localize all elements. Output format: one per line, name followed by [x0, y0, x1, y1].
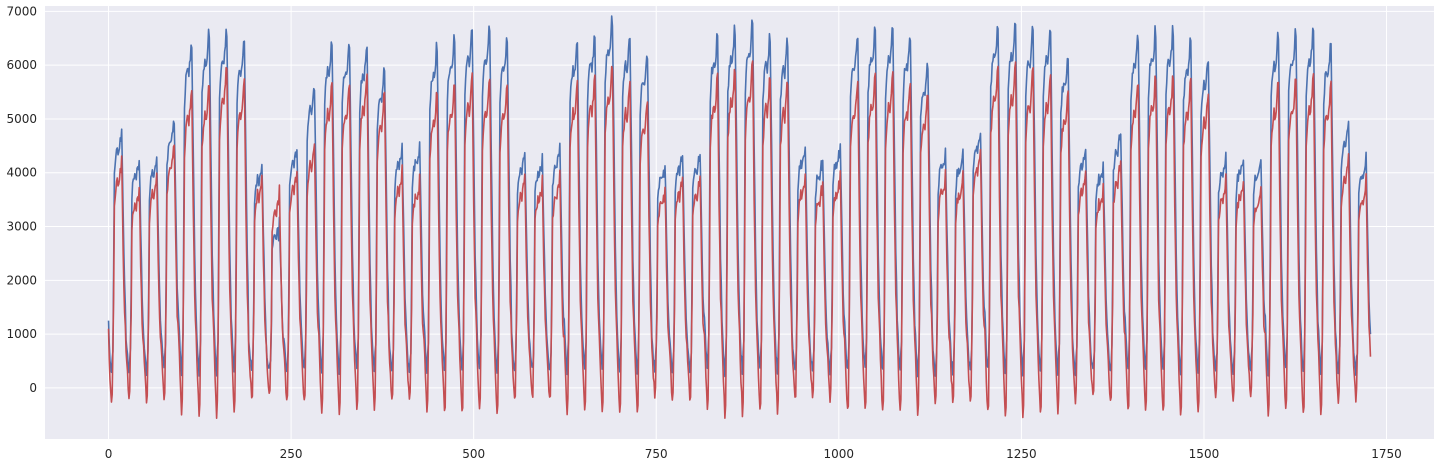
x-tick-label: 750	[645, 447, 668, 461]
y-tick-label: 6000	[6, 58, 37, 72]
x-tick-label: 250	[280, 447, 303, 461]
x-tick-label: 0	[105, 447, 113, 461]
x-axis-ticks: 0 250 500 750 1000 1250 1500 1750	[105, 447, 1402, 461]
plot-background	[45, 6, 1434, 439]
x-tick-label: 1750	[1371, 447, 1402, 461]
x-tick-label: 500	[462, 447, 485, 461]
series-line-1	[107, 60, 1372, 420]
y-tick-label: 5000	[6, 112, 37, 126]
y-tick-label: 4000	[6, 166, 37, 180]
y-tick-label: 0	[29, 381, 37, 395]
x-tick-label: 1250	[1006, 447, 1037, 461]
x-tick-label: 1500	[1189, 447, 1220, 461]
series-layer	[107, 15, 1372, 420]
y-tick-label: 3000	[6, 220, 37, 234]
x-tick-label: 1000	[824, 447, 855, 461]
y-tick-label: 2000	[6, 273, 37, 287]
y-axis-ticks: 0 1000 2000 3000 4000 5000 6000 7000	[6, 4, 37, 395]
y-tick-label: 7000	[6, 4, 37, 18]
y-tick-label: 1000	[6, 327, 37, 341]
